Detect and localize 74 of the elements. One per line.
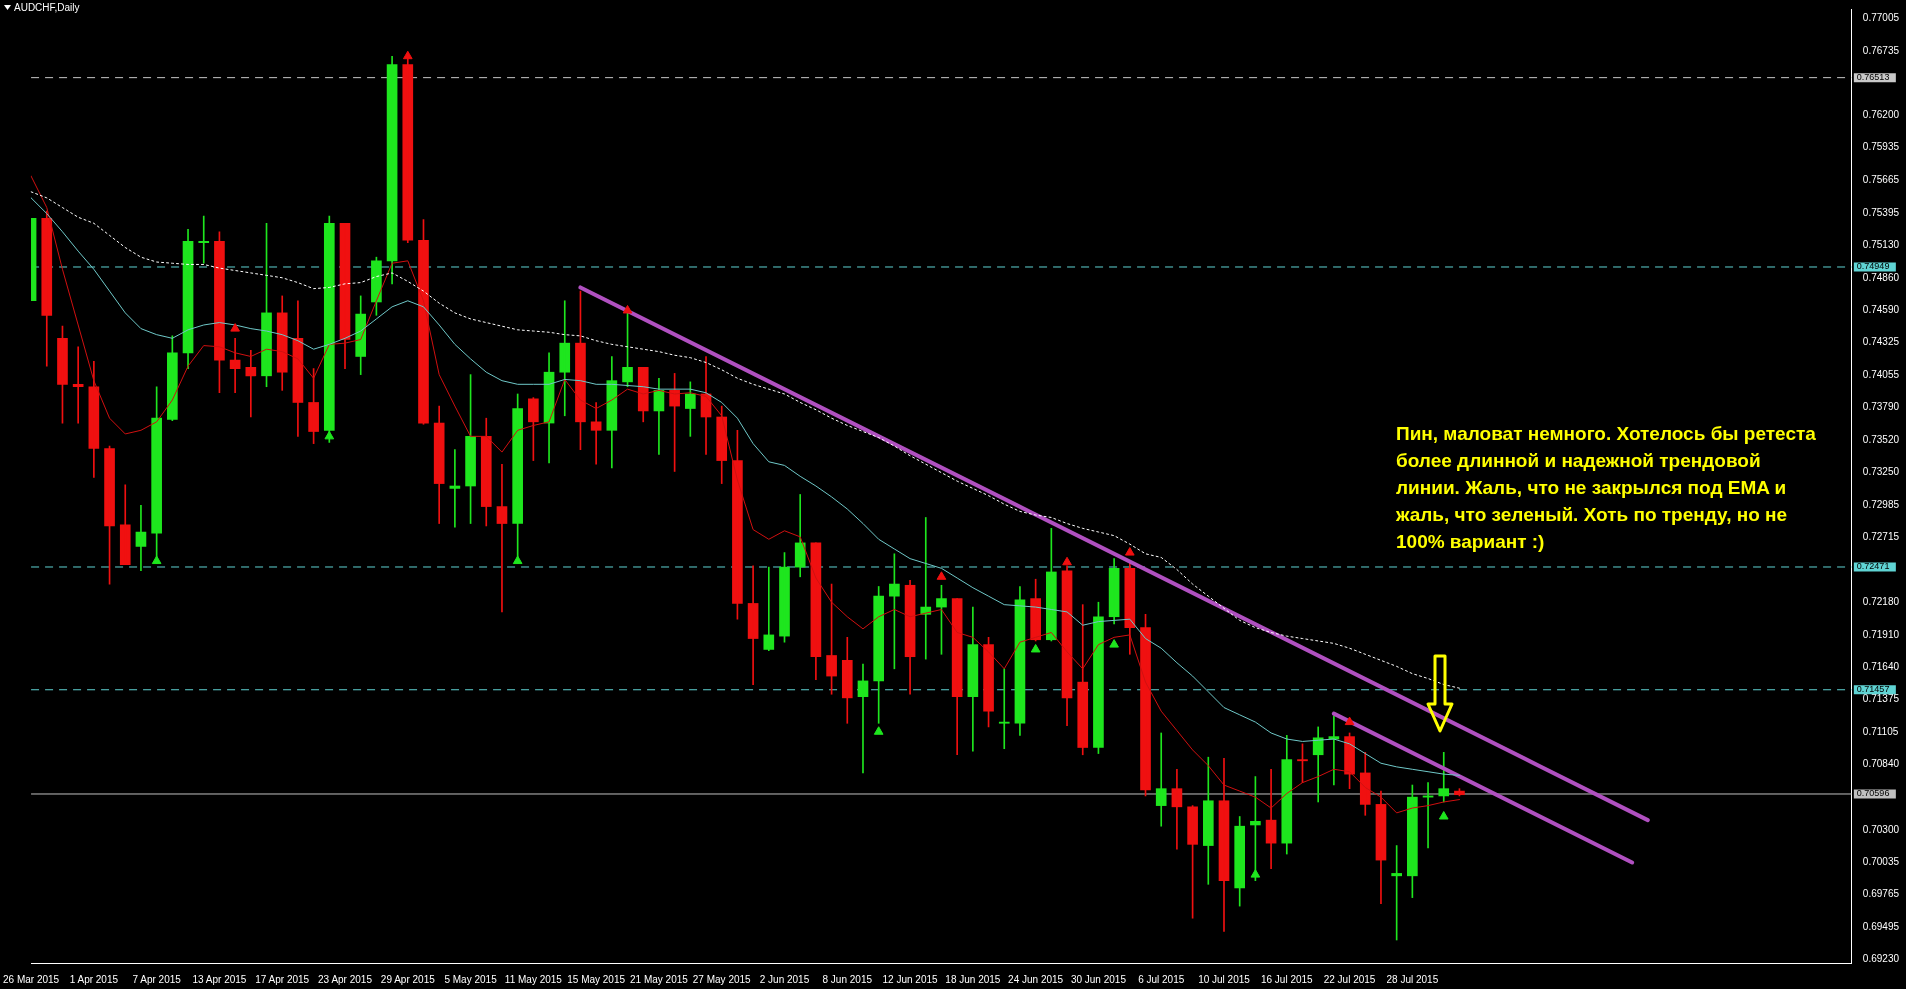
y-tick-label: 0.76200 (1862, 109, 1900, 121)
x-tick-label: 1 Apr 2015 (69, 973, 119, 985)
y-tick-label: 0.69230 (1862, 953, 1900, 965)
y-tick-label: 0.74055 (1862, 368, 1900, 380)
point (1250, 869, 1261, 878)
point (230, 323, 240, 332)
y-tick-label: 0.71105 (1862, 726, 1899, 738)
x-tick-label: 30 Jun 2015 (1070, 973, 1127, 985)
x-tick-label: 16 Jul 2015 (1260, 973, 1314, 985)
x-tick-label: 10 Jul 2015 (1198, 973, 1251, 985)
ref-line-label: 0.76513 (1856, 72, 1890, 83)
x-tick-label: 28 Jul 2015 (1386, 973, 1439, 985)
y-tick-label: 0.70035 (1862, 855, 1900, 867)
y-tick-label: 0.71910 (1862, 628, 1900, 640)
x-tick-label: 21 May 2015 (630, 973, 689, 985)
point (1062, 556, 1072, 566)
ref-line-label: 0.70596 (1856, 788, 1890, 799)
y-tick-label: 0.73520 (1862, 433, 1900, 445)
point (151, 555, 162, 565)
y-tick-label: 0.74325 (1862, 336, 1900, 348)
y-tick-label: 0.77005 (1862, 11, 1900, 23)
y-tick-label: 0.75935 (1862, 141, 1900, 153)
point (1109, 639, 1119, 648)
y-tick-label: 0.74860 (1862, 271, 1900, 283)
point (936, 571, 947, 580)
x-tick-label: 12 Jun 2015 (882, 973, 939, 985)
y-tick-label: 0.70840 (1862, 758, 1900, 770)
x-tick-label: 22 Jul 2015 (1323, 973, 1376, 985)
y-tick-label: 0.70300 (1862, 823, 1900, 835)
x-tick-label: 2 Jun 2015 (759, 973, 810, 985)
y-tick-label: 0.71640 (1862, 661, 1900, 673)
point (324, 430, 335, 440)
x-tick-label: 5 May 2015 (444, 973, 498, 985)
y-tick-label: 0.72180 (1862, 595, 1900, 607)
x-tick-label: 15 May 2015 (567, 973, 626, 985)
y-tick-label: 0.75395 (1862, 206, 1900, 218)
ref-line-label: 0.74949 (1856, 261, 1890, 272)
y-tick-label: 0.72985 (1862, 498, 1900, 510)
x-tick-label: 17 Apr 2015 (255, 973, 310, 985)
x-tick-label: 6 Jul 2015 (1138, 973, 1185, 985)
x-tick-label: 24 Jun 2015 (1008, 973, 1064, 985)
x-tick-label: 11 May 2015 (504, 973, 563, 985)
point (1124, 547, 1135, 556)
y-tick-label: 0.73250 (1862, 466, 1900, 478)
x-tick-label: 29 Apr 2015 (380, 973, 436, 985)
candlestick (998, 668, 1010, 750)
y-tick-label: 0.72715 (1862, 531, 1900, 543)
x-tick-label: 26 Mar 2015 (3, 973, 60, 985)
y-tick-label: 0.73790 (1862, 401, 1900, 413)
x-tick-label: 23 Apr 2015 (318, 973, 373, 985)
y-tick-label: 0.71375 (1862, 693, 1900, 705)
candlestick (198, 215, 210, 264)
y-tick-label: 0.76735 (1862, 44, 1900, 56)
point (1030, 643, 1041, 653)
y-tick-label: 0.69495 (1862, 921, 1900, 933)
point (622, 304, 633, 314)
point (1344, 716, 1355, 726)
ref-line-label: 0.72471 (1856, 561, 1890, 572)
y-tick-label: 0.75130 (1862, 238, 1900, 250)
ref-line-label: 0.71457 (1856, 684, 1890, 695)
x-tick-label: 27 May 2015 (692, 973, 752, 985)
x-tick-label: 8 Jun 2015 (822, 973, 873, 985)
chart-title: AUDCHF,Daily (14, 2, 80, 13)
annotation: Пин, маловат немного. Хотелось бы ретеста более длинной и надежной трендовой линии. Жаль, что не закрылся под EMA и жаль, что зеленый. Хоть по тренду, но не 100% вариант :) (1396, 422, 1816, 554)
x-tick-label: 7 Apr 2015 (132, 973, 182, 985)
x-tick-label: 18 Jun 2015 (945, 973, 1001, 985)
y-tick-label: 0.74590 (1862, 304, 1900, 316)
x-tick-label: 13 Apr 2015 (192, 973, 247, 985)
y-tick-label: 0.69765 (1862, 888, 1900, 900)
point (512, 555, 523, 565)
y-tick-label: 0.75665 (1862, 174, 1900, 186)
point (1438, 811, 1449, 820)
point (873, 726, 884, 735)
point (402, 50, 413, 60)
